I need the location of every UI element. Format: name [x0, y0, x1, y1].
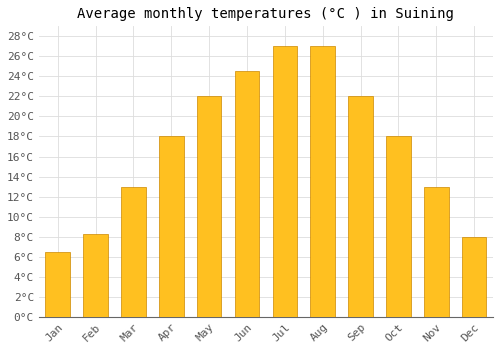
Bar: [84, 234, 108, 317]
Bar: [386, 136, 410, 317]
Bar: [159, 136, 184, 317]
Bar: [462, 237, 486, 317]
Bar: [424, 187, 448, 317]
Bar: [46, 252, 70, 317]
Bar: [197, 96, 222, 317]
Bar: [121, 187, 146, 317]
Bar: [310, 46, 335, 317]
Bar: [272, 46, 297, 317]
Bar: [234, 71, 260, 317]
Bar: [348, 96, 373, 317]
Title: Average monthly temperatures (°C ) in Suining: Average monthly temperatures (°C ) in Su…: [78, 7, 454, 21]
